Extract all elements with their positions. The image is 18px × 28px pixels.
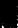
Text: 104: 104 xyxy=(8,3,18,21)
Bar xyxy=(8,22,11,23)
Bar xyxy=(5,13,7,15)
Text: BEHAVIORALLY
SYNTHESIZED
CIRCUIT
INFORMATION
STORAGE UNIT: BEHAVIORALLY SYNTHESIZED CIRCUIT INFORMA… xyxy=(0,0,18,28)
Text: 123: 123 xyxy=(5,0,18,13)
Text: BEHAVIORAL
SYNTHESIS
UNIT: BEHAVIORAL SYNTHESIS UNIT xyxy=(0,0,18,28)
Text: 127: 127 xyxy=(2,0,18,17)
Text: 125: 125 xyxy=(5,0,18,17)
Text: FALSE PATH
INFORMATION
STORAGE UNIT: FALSE PATH INFORMATION STORAGE UNIT xyxy=(0,0,18,28)
Text: FALSE PATH
SEARCH UNIT: FALSE PATH SEARCH UNIT xyxy=(0,0,18,28)
Bar xyxy=(2,17,4,19)
Bar xyxy=(5,9,7,11)
Text: 101: 101 xyxy=(2,0,18,5)
Text: 1: 1 xyxy=(1,10,14,28)
Text: 126: 126 xyxy=(8,0,18,17)
Text: ALTERNATE
PATH
CONDITION
SETTING UNIT: ALTERNATE PATH CONDITION SETTING UNIT xyxy=(0,0,18,28)
Bar xyxy=(5,17,7,19)
Text: ALTERNATE PATH
CONDITION CIRCUIT
INFORMATION
STORAGE UNIT: ALTERNATE PATH CONDITION CIRCUIT INFORMA… xyxy=(0,0,18,28)
Bar xyxy=(5,5,7,7)
Text: 121: 121 xyxy=(5,0,18,9)
Bar xyxy=(8,5,11,7)
Text: 124: 124 xyxy=(8,0,18,13)
Bar xyxy=(3,8,12,21)
Text: 102: 102 xyxy=(5,0,18,5)
Text: 122: 122 xyxy=(8,0,18,9)
Bar xyxy=(8,17,11,19)
Text: ACTIVE CONDITION
CIRCUIT
INFORMATION
STORAGE UNIT: ACTIVE CONDITION CIRCUIT INFORMATION STO… xyxy=(0,0,18,28)
Text: ACTIVE PATH
INFORMATION
STORAGE UNIT: ACTIVE PATH INFORMATION STORAGE UNIT xyxy=(0,0,18,28)
Bar xyxy=(8,9,11,11)
Text: TRANSFER PATH
INFORMATION
STORAGE UNIT: TRANSFER PATH INFORMATION STORAGE UNIT xyxy=(0,0,18,28)
Text: Fig. 1: Fig. 1 xyxy=(0,0,18,15)
Text: BEHAVIORAL
DESCRIPTION
STORAGE UNIT: BEHAVIORAL DESCRIPTION STORAGE UNIT xyxy=(0,0,18,28)
Bar xyxy=(8,13,11,15)
Bar xyxy=(2,5,4,7)
Text: FALSE PATH EXTRACTION UNIT 120: FALSE PATH EXTRACTION UNIT 120 xyxy=(0,0,11,28)
Text: 103: 103 xyxy=(8,0,18,5)
Text: ACTIVE
CONDITION
SETTING
UNIT: ACTIVE CONDITION SETTING UNIT xyxy=(0,0,18,28)
